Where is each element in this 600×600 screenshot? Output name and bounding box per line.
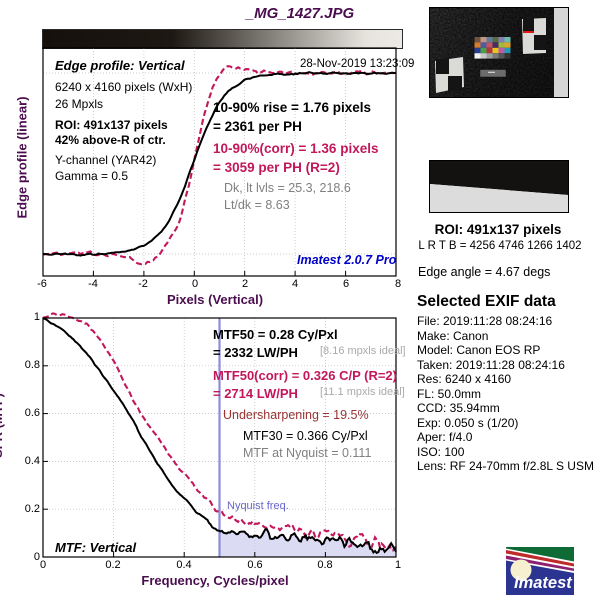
svg-text:Imatest: Imatest	[514, 574, 573, 592]
